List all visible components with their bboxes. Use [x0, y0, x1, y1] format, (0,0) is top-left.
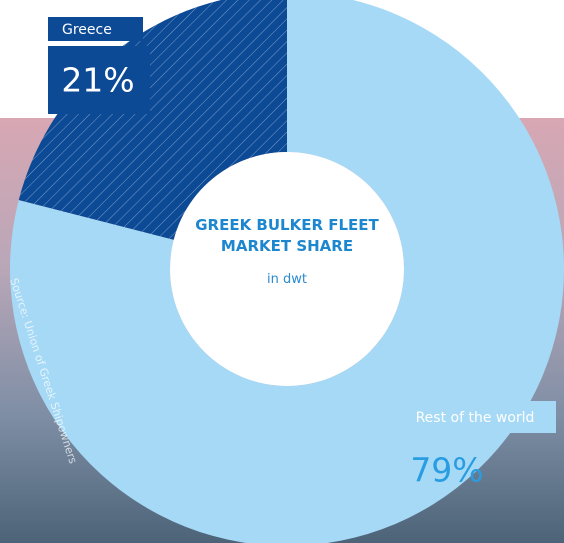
category-label: Rest of the world	[416, 410, 535, 426]
chart-title: GREEK BULKER FLEET MARKET SHARE	[192, 215, 382, 257]
page: GREEK BULKER FLEET MARKET SHARE in dwt S…	[0, 0, 564, 543]
value-label: 79%	[410, 451, 483, 490]
center-text: GREEK BULKER FLEET MARKET SHARE in dwt	[192, 215, 382, 335]
value-label: 21%	[61, 61, 134, 100]
category-label: Greece	[62, 22, 112, 38]
center-block: GREEK BULKER FLEET MARKET SHARE in dwt	[192, 215, 382, 290]
chart-subtitle: in dwt	[192, 269, 382, 290]
chart: GREEK BULKER FLEET MARKET SHARE in dwt S…	[0, 0, 564, 543]
